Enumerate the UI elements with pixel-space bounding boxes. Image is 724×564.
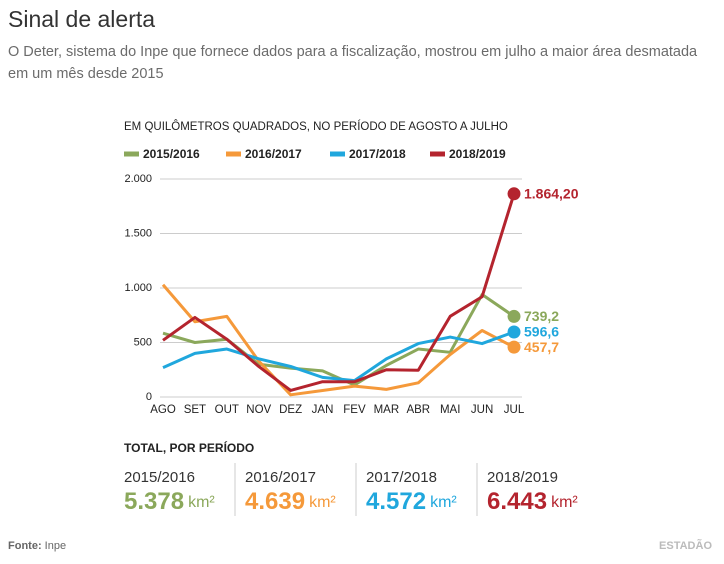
x-tick-label: FEV [343,404,366,416]
period-label: 2016/2017 [245,469,316,486]
source-label: Fonte: [8,540,42,552]
title: Sinal de alerta [8,6,156,32]
logo: ESTADÃO [659,539,712,552]
value-label: 739,2 [524,308,559,324]
legend-label: 2015/2016 [143,147,200,161]
total-unit: km² [551,494,578,511]
legend-label: 2016/2017 [245,147,302,161]
total-value: 5.378 km² [124,488,215,515]
total-value: 6.443 km² [487,488,578,515]
total-unit: km² [188,494,215,511]
header: Sinal de alerta O Deter, sistema do Inpe… [8,6,720,85]
x-tick-label: NOV [246,404,271,416]
chart-title: EM QUILÔMETROS QUADRADOS, NO PERÍODO DE … [124,120,508,133]
x-tick-label: JUN [471,404,493,416]
total-number: 5.378 [124,488,184,515]
subtitle: O Deter, sistema do Inpe que fornece dad… [8,44,698,82]
end-marker [507,309,521,323]
total-unit: km² [309,494,336,511]
source-name: Inpe [45,540,66,552]
y-tick-label: 0 [146,391,152,403]
legend-label: 2017/2018 [349,147,406,161]
end-marker [507,187,521,201]
total-number: 6.443 [487,488,547,515]
series-line [161,283,515,397]
y-tick-label: 1.500 [124,227,152,239]
value-label: 457,7 [524,339,559,355]
totals-title: TOTAL, POR PERÍODO [124,440,254,455]
series-line [162,193,516,392]
y-tick-label: 500 [134,336,152,348]
period-label: 2015/2016 [124,469,195,486]
x-tick-label: OUT [215,404,239,416]
period-label: 2017/2018 [366,469,437,486]
total-value: 4.572 km² [366,488,457,515]
value-label: 1.864,20 [524,186,579,202]
x-tick-label: JAN [312,404,334,416]
period-label: 2018/2019 [487,469,558,486]
total-value: 4.639 km² [245,488,336,515]
x-tick-label: AGO [150,404,176,416]
value-label: 596,6 [524,324,559,340]
x-tick-label: ABR [406,404,430,416]
x-tick-label: MAI [440,404,460,416]
end-marker [507,340,521,354]
series-line [162,330,515,383]
source: Fonte: Inpe [8,540,66,552]
y-tick-label: 1.000 [124,282,152,294]
y-tick-label: 2.000 [124,173,152,185]
total-number: 4.639 [245,488,305,515]
total-unit: km² [430,494,457,511]
end-marker [507,325,521,339]
x-tick-label: DEZ [279,404,302,416]
legend-label: 2018/2019 [449,147,506,161]
x-tick-label: JUL [504,404,525,416]
x-tick-label: SET [184,404,206,416]
x-tick-label: MAR [374,404,400,416]
total-number: 4.572 [366,488,426,515]
